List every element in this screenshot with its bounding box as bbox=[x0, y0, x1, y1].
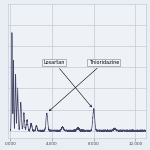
Text: Losartan: Losartan bbox=[44, 60, 92, 107]
Text: Thioridazine: Thioridazine bbox=[49, 60, 119, 111]
